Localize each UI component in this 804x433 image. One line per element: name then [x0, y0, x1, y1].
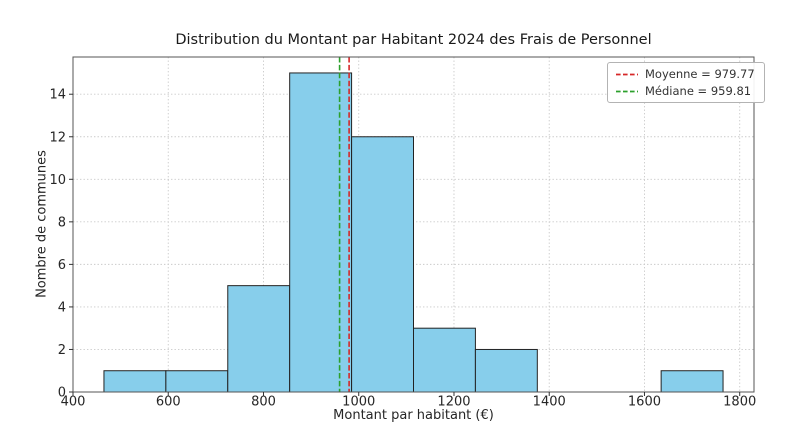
- histogram-bar: [103, 370, 167, 393]
- histogram-bar: [660, 370, 724, 393]
- x-tick-label: 1400: [533, 395, 566, 410]
- chart-title: Distribution du Montant par Habitant 202…: [175, 32, 652, 48]
- y-tick-label: 4: [58, 300, 66, 315]
- x-tick-label: 400: [61, 395, 86, 410]
- y-tick-label: 0: [58, 386, 66, 401]
- legend-item-mediane: Médiane = 959.81: [616, 84, 755, 98]
- legend: Moyenne = 979.77 Médiane = 959.81: [607, 62, 765, 103]
- legend-label-mediane: Médiane = 959.81: [645, 84, 752, 98]
- x-tick-label: 1600: [628, 395, 661, 410]
- legend-item-moyenne: Moyenne = 979.77: [616, 67, 755, 81]
- y-tick-label: 6: [58, 258, 66, 273]
- y-tick-label: 14: [49, 88, 66, 103]
- x-tick-label: 800: [251, 395, 276, 410]
- y-tick-label: 8: [58, 215, 66, 230]
- histogram-bar: [289, 72, 353, 393]
- x-axis-label: Montant par habitant (€): [333, 408, 494, 423]
- mediane-dashed-line-swatch: [616, 90, 638, 92]
- y-tick-label: 12: [49, 130, 66, 145]
- x-tick-label: 1200: [437, 395, 470, 410]
- x-tick-label: 1800: [723, 395, 756, 410]
- x-tick-label: 1000: [342, 395, 375, 410]
- legend-label-moyenne: Moyenne = 979.77: [645, 67, 755, 81]
- histogram-bar: [165, 370, 229, 393]
- histogram-bar: [227, 285, 291, 393]
- y-tick-label: 10: [49, 173, 66, 188]
- x-tick-label: 600: [156, 395, 181, 410]
- histogram-bar: [413, 327, 476, 393]
- moyenne-dashed-line-swatch: [616, 73, 638, 75]
- y-axis-label: Nombre de communes: [34, 150, 50, 298]
- histogram-bar: [351, 136, 415, 393]
- histogram-bar: [474, 348, 538, 393]
- y-tick-label: 2: [58, 343, 66, 358]
- plot-border: [72, 56, 755, 393]
